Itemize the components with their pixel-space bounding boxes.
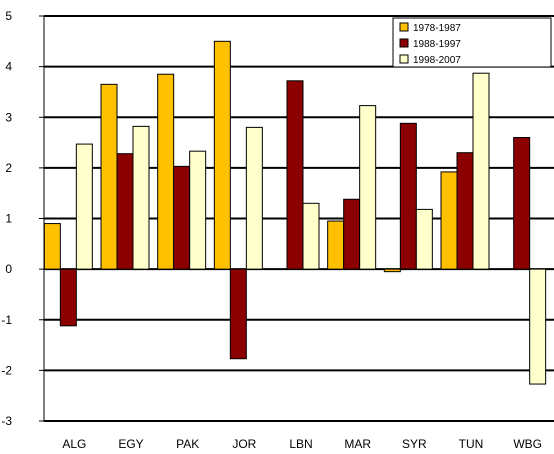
x-tick-label: SYR [402, 437, 427, 451]
legend-box [392, 17, 552, 68]
bar-alg-series-1 [43, 223, 61, 270]
bar-jor-series-3 [245, 126, 263, 270]
x-tick-label: MAR [344, 437, 371, 451]
y-tick-label: -3 [1, 414, 12, 428]
y-tick-label: 5 [5, 9, 12, 23]
bar-pak-series-2 [173, 165, 191, 270]
bar-tun-series-3 [472, 72, 490, 270]
x-tick-labels: ALG EGY PAK JOR LBN MAR SYR TUN WBG [62, 437, 542, 451]
bar-syr-series-2 [399, 122, 417, 270]
legend-label-2: 1988-1997 [413, 39, 461, 50]
bar-syr-series-3 [415, 208, 433, 270]
bars [43, 40, 547, 385]
bar-tun-series-1 [440, 171, 458, 270]
bar-mar-series-2 [343, 198, 361, 270]
axes [39, 15, 45, 422]
bar-wbg-series-3 [529, 268, 547, 385]
bar-egy-series-1 [100, 83, 118, 270]
x-tick-label: LBN [289, 437, 312, 451]
legend-swatch-1 [399, 22, 409, 32]
bar-pak-series-1 [157, 73, 175, 270]
bar-lbn-series-3 [302, 202, 320, 270]
x-tick-label: EGY [118, 437, 143, 451]
y-tick-label: -2 [1, 363, 12, 377]
bar-jor-series-1 [213, 40, 231, 270]
y-tick-label: 4 [5, 60, 12, 74]
x-tick-label: JOR [232, 437, 256, 451]
bar-alg-series-2 [59, 268, 77, 327]
y-tick-label: 1 [5, 212, 12, 226]
legend-label-3: 1998-2007 [413, 55, 461, 66]
bar-mar-series-1 [327, 220, 345, 270]
y-tick-label: -1 [1, 313, 12, 327]
bar-alg-series-3 [75, 143, 93, 270]
x-tick-label: TUN [459, 437, 484, 451]
legend-swatch-3 [399, 54, 409, 64]
bar-tun-series-2 [456, 152, 474, 270]
x-tick-label: PAK [176, 437, 199, 451]
y-tick-label: 2 [5, 161, 12, 175]
bar-pak-series-3 [189, 150, 207, 270]
bar-jor-series-2 [229, 268, 247, 360]
legend-label-1: 1978-1987 [413, 23, 461, 34]
bar-syr-series-1 [383, 268, 401, 273]
bar-mar-series-3 [359, 105, 377, 270]
y-tick-labels: 5 4 3 2 1 0 -1 -2 -3 [1, 9, 12, 428]
x-tick-label: ALG [62, 437, 86, 451]
legend-swatch-2 [399, 38, 409, 48]
x-tick-label: WBG [513, 437, 542, 451]
bar-egy-series-3 [132, 125, 150, 270]
y-tick-label: 0 [5, 262, 12, 276]
bar-wbg-series-2 [513, 137, 531, 270]
legend: 1978-1987 1988-1997 1998-2007 [392, 17, 552, 68]
bar-lbn-series-2 [286, 80, 304, 270]
y-tick-label: 3 [5, 110, 12, 124]
bar-egy-series-2 [116, 153, 134, 270]
